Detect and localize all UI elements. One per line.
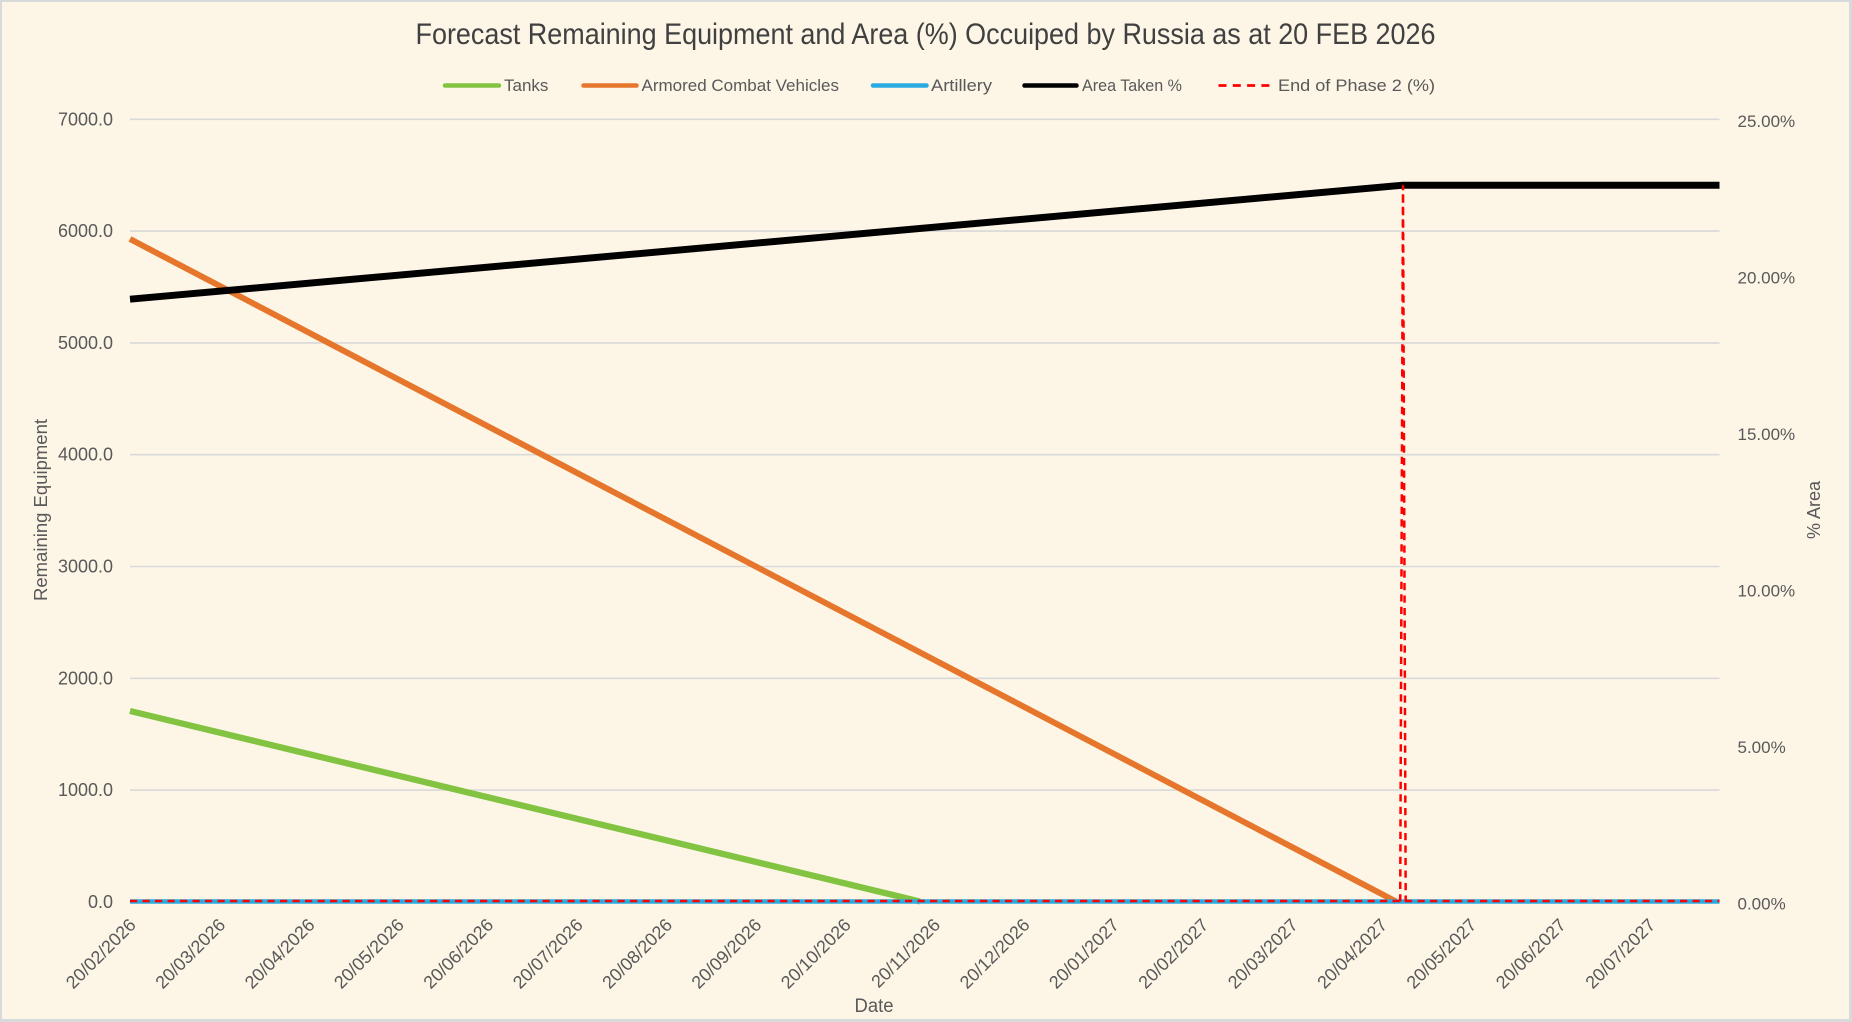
svg-text:Artillery: Artillery — [931, 76, 993, 95]
svg-text:6000.0: 6000.0 — [58, 221, 113, 241]
svg-text:% Area: % Area — [1804, 480, 1824, 539]
svg-text:15.00%: 15.00% — [1738, 425, 1796, 444]
svg-text:1000.0: 1000.0 — [58, 780, 113, 800]
svg-text:7000.0: 7000.0 — [58, 109, 113, 129]
svg-text:5000.0: 5000.0 — [58, 333, 113, 353]
svg-text:10.00%: 10.00% — [1738, 581, 1796, 600]
svg-text:End of Phase 2 (%): End of Phase 2 (%) — [1278, 76, 1435, 95]
svg-text:0.0: 0.0 — [88, 892, 113, 912]
svg-text:Remaining Equipment: Remaining Equipment — [30, 419, 51, 601]
svg-text:Armored Combat Vehicles: Armored Combat Vehicles — [642, 76, 839, 95]
svg-text:Forecast Remaining Equipment a: Forecast Remaining Equipment and Area (%… — [416, 18, 1436, 51]
svg-text:25.00%: 25.00% — [1738, 112, 1796, 131]
svg-text:0.00%: 0.00% — [1738, 894, 1786, 913]
svg-text:Tanks: Tanks — [504, 76, 548, 95]
svg-text:3000.0: 3000.0 — [58, 557, 113, 577]
svg-text:20.00%: 20.00% — [1738, 268, 1796, 287]
svg-text:Date: Date — [855, 996, 894, 1017]
svg-text:Area Taken %: Area Taken % — [1082, 76, 1182, 95]
svg-text:2000.0: 2000.0 — [58, 668, 113, 688]
svg-text:5.00%: 5.00% — [1738, 738, 1786, 757]
svg-text:4000.0: 4000.0 — [58, 445, 113, 465]
